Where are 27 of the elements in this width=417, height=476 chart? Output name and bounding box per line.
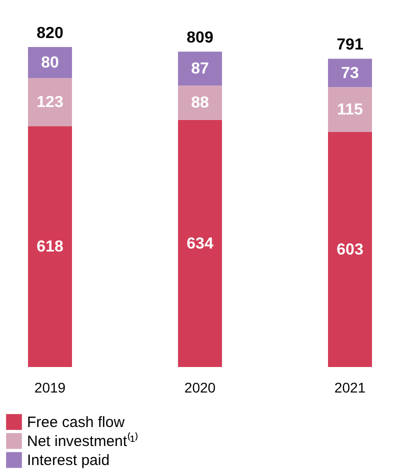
legend-label: Free cash flow bbox=[27, 414, 125, 431]
total-label: 820 bbox=[36, 25, 64, 42]
legend-label: Net investment⁽¹⁾ bbox=[27, 432, 138, 450]
bar bbox=[178, 52, 222, 86]
total-label: 809 bbox=[186, 30, 214, 47]
x-tick-label: 2020 bbox=[184, 380, 216, 396]
bar bbox=[28, 126, 72, 367]
data-label: 80 bbox=[41, 54, 59, 72]
bar bbox=[328, 58, 372, 88]
data-label: 634 bbox=[186, 235, 214, 252]
x-tick-label: 2021 bbox=[334, 380, 366, 396]
bar bbox=[328, 87, 372, 132]
bar bbox=[178, 120, 222, 367]
bar bbox=[328, 132, 372, 367]
bar bbox=[28, 47, 72, 78]
data-label: 123 bbox=[36, 94, 64, 112]
x-tick-label: 2019 bbox=[34, 380, 66, 396]
data-label: 618 bbox=[36, 238, 64, 256]
data-label: 87 bbox=[191, 60, 209, 78]
bar bbox=[178, 86, 222, 120]
data-label: 73 bbox=[341, 64, 359, 82]
bar bbox=[28, 78, 72, 126]
data-label: 88 bbox=[191, 94, 209, 112]
total-label: 791 bbox=[336, 36, 364, 54]
data-label: 603 bbox=[336, 241, 364, 258]
legend-label: Interest paid bbox=[27, 452, 110, 469]
data-label: 115 bbox=[337, 102, 364, 119]
